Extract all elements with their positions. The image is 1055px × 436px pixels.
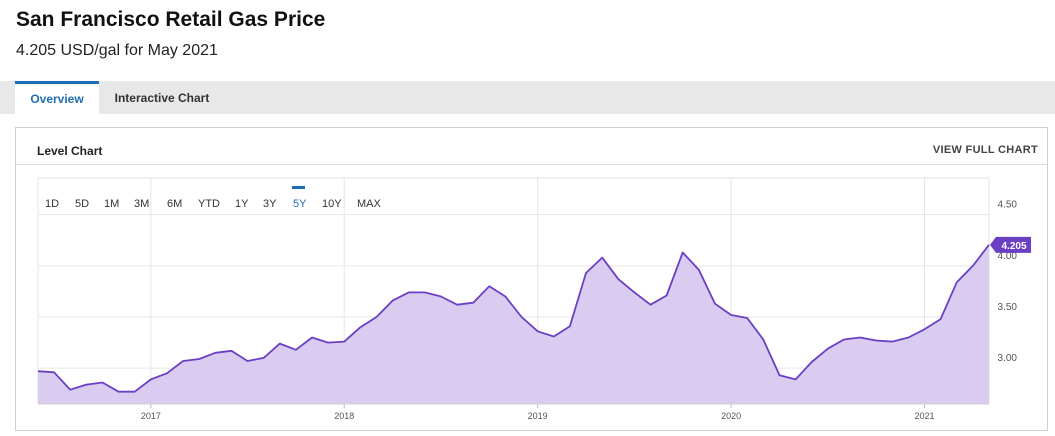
range-active-indicator: [292, 186, 305, 189]
x-tick-label: 2020: [721, 411, 741, 421]
range-button-ytd[interactable]: YTD: [198, 198, 220, 210]
range-button-10y[interactable]: 10Y: [322, 198, 342, 210]
y-tick-label: 3.00: [998, 353, 1018, 364]
price-chart: 3.00 3.50 4.00 4.50 2017 2018 2019 2020 2021 4.20…: [37, 177, 1031, 421]
x-tick-label: 2021: [915, 411, 935, 421]
y-tick-label: 4.00: [998, 251, 1018, 262]
range-button-1m[interactable]: 1M: [104, 198, 119, 210]
x-tick-label: 2019: [528, 411, 548, 421]
x-tick-label: 2017: [141, 411, 161, 421]
range-button-max[interactable]: MAX: [357, 198, 382, 210]
series-line: [37, 244, 990, 393]
tab-overview[interactable]: Overview: [15, 81, 99, 114]
y-tick-label: 3.50: [998, 302, 1018, 313]
view-full-chart-link[interactable]: VIEW FULL CHART: [932, 144, 1038, 156]
page-subtitle: 4.205 USD/gal for May 2021: [16, 42, 218, 59]
tab-bar: Overview Interactive Chart: [0, 81, 1055, 114]
page-title: San Francisco Retail Gas Price: [16, 8, 326, 31]
last-value-badge: [990, 236, 1031, 253]
range-button-5y[interactable]: 5Y: [293, 198, 307, 210]
range-button-3m[interactable]: 3M: [134, 198, 149, 210]
range-button-1d[interactable]: 1D: [45, 198, 59, 210]
range-button-1y[interactable]: 1Y: [235, 198, 249, 210]
range-button-5d[interactable]: 5D: [75, 198, 89, 210]
last-value-label: 4.205: [1001, 241, 1026, 252]
panel-header: Level Chart VIEW FULL CHART: [16, 128, 1047, 165]
panel-title: Level Chart: [37, 144, 103, 158]
level-chart-panel: Level Chart VIEW FULL CHART 3.00 3.50 4.00…: [15, 127, 1048, 431]
series-area: [38, 244, 989, 404]
range-button-6m[interactable]: 6M: [167, 198, 182, 210]
tab-interactive-chart[interactable]: Interactive Chart: [114, 91, 210, 105]
range-button-3y[interactable]: 3Y: [263, 198, 277, 210]
x-tick-label: 2018: [334, 411, 354, 421]
y-tick-label: 4.50: [998, 200, 1018, 211]
